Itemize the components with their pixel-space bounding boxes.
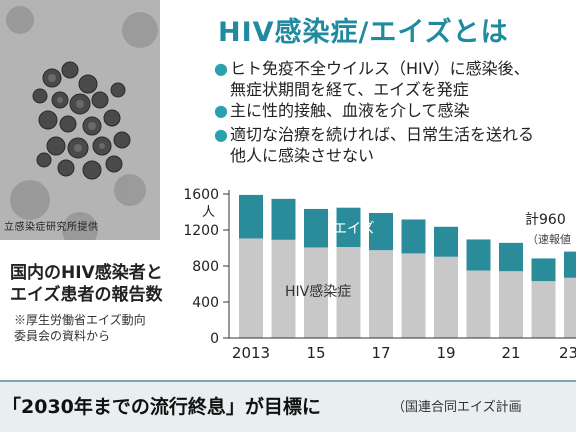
chart-label-line: 国内のHIV感染者と — [10, 263, 163, 283]
bar-aids — [401, 219, 426, 254]
chart-label: 国内のHIV感染者と エイズ患者の報告数 — [10, 262, 163, 306]
bullet-text: 適切な治療を続ければ、日常生活を送れる — [229, 125, 534, 144]
total-annotation-note: （速報値 — [527, 233, 571, 246]
page-title: HIV感染症/エイズとは — [218, 17, 509, 48]
bar-hiv — [271, 239, 296, 338]
y-tick-label: 400 — [192, 295, 219, 311]
bullet-item: ● ヒト免疫不全ウイルス（HIV）に感染後、 無症状期間を経て、エイズを発症 — [214, 58, 530, 100]
series-label-aids: エイズ — [333, 221, 375, 237]
bullet-text: ヒト免疫不全ウイルス（HIV）に感染後、 — [229, 59, 530, 78]
bullet-item: ● 主に性的接触、血液を介して感染 — [214, 100, 470, 121]
bar-hiv — [304, 247, 328, 338]
bullet-item: ● 適切な治療を続ければ、日常生活を送れる 他人に感染させない — [214, 124, 534, 166]
x-tick-label: 23年 — [559, 344, 576, 362]
bar-hiv — [499, 271, 523, 338]
photo-credit: 立感染症研究所提供 — [4, 222, 99, 233]
bar-aids — [499, 242, 523, 272]
bar-hiv — [369, 250, 393, 338]
bar-aids — [531, 258, 556, 282]
x-axis: 2013 15 17 19 21 23年 — [229, 337, 576, 362]
x-tick-label: 17 — [371, 344, 390, 362]
bar-aids — [304, 208, 328, 248]
bar-aids — [466, 239, 491, 271]
bar-hiv — [239, 238, 263, 338]
footer-bar — [0, 380, 576, 432]
bullet-text: 他人に感染させない — [230, 146, 375, 165]
y-tick-label: 800 — [192, 259, 219, 275]
bar-hiv — [336, 247, 361, 338]
y-tick-label: 0 — [210, 331, 219, 347]
y-tick-label: 1200 — [185, 223, 219, 239]
bar-aids — [239, 194, 263, 239]
bar-hiv — [401, 253, 426, 338]
series-label-hiv: HIV感染症 — [285, 283, 351, 300]
y-tick-label: 1600 — [185, 187, 219, 203]
bar-aids — [369, 212, 393, 251]
stacked-bar-chart: 1600 1200 800 400 0 人 2013 15 17 19 21 23年 エイズ HIV… — [185, 187, 576, 362]
x-tick-label: 15 — [306, 344, 325, 362]
bullet-text: 無症状期間を経て、エイズを発症 — [230, 80, 469, 99]
x-tick-label: 21 — [501, 344, 520, 362]
micrograph-image — [0, 0, 160, 240]
bullet-dot-icon: ● — [214, 101, 228, 120]
virus-micrograph: 立感染症研究所提供 — [0, 0, 160, 240]
bar-aids — [271, 198, 296, 240]
y-unit-label: 人 — [202, 205, 215, 220]
footer-headline: 「2030年までの流行終息」が目標に — [2, 396, 321, 418]
bar-hiv — [531, 281, 556, 338]
bar-aids — [336, 207, 361, 248]
chart-source: ※厚生労働省エイズ動向 委員会の資料から — [14, 312, 146, 344]
bar-hiv — [466, 270, 491, 338]
x-tick-label: 19 — [436, 344, 455, 362]
total-annotation: 計960 — [525, 212, 566, 228]
bar-aids — [564, 251, 576, 278]
bar-aids — [434, 226, 458, 257]
bullet-dot-icon: ● — [214, 125, 228, 144]
chart-source-line: 委員会の資料から — [14, 329, 111, 343]
bar-hiv — [434, 256, 458, 338]
y-axis: 1600 1200 800 400 0 人 — [185, 187, 230, 347]
bars — [239, 194, 576, 338]
chart-source-line: ※厚生労働省エイズ動向 — [14, 313, 146, 327]
bullet-dot-icon: ● — [214, 59, 228, 78]
x-tick-label: 2013 — [232, 344, 270, 362]
bar-hiv — [564, 277, 576, 338]
chart-label-line: エイズ患者の報告数 — [10, 285, 163, 305]
footer-note: （国連合同エイズ計画 — [392, 400, 522, 415]
bullet-text: 主に性的接触、血液を介して感染 — [229, 101, 470, 120]
